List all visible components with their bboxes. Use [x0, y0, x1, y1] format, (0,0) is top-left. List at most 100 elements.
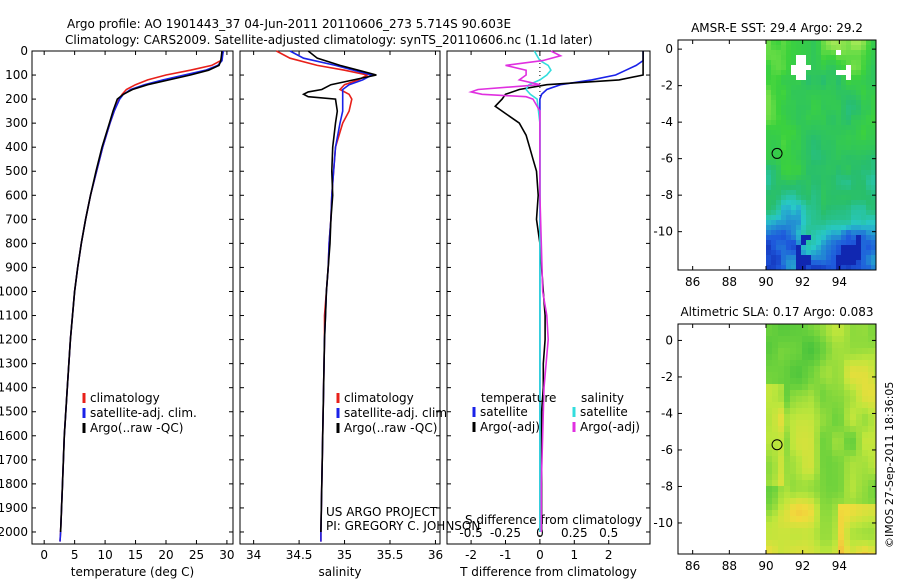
sla-map-cell — [820, 504, 827, 511]
sla-map-cell — [790, 414, 797, 421]
sst-map-cell — [871, 115, 877, 121]
sst-map-cell — [866, 235, 872, 241]
sla-map-cell — [832, 372, 839, 379]
sst-map-cell — [821, 195, 827, 201]
sst-map-cell — [816, 150, 822, 156]
sla-map-cell — [796, 480, 803, 487]
sst-map-cell — [776, 215, 782, 221]
sst-map-cell — [776, 170, 782, 176]
sst-map-cell — [861, 210, 867, 216]
sst-map-cell — [816, 60, 822, 66]
sst-map-cell — [771, 200, 777, 206]
sst-map-cell — [846, 95, 852, 101]
sla-map-cell — [844, 468, 851, 475]
sst-map-cell — [766, 250, 772, 256]
sla-map-cell — [790, 450, 797, 457]
sst-map-cell — [796, 95, 802, 101]
sst-map-cell — [811, 195, 817, 201]
sla-map-cell — [868, 342, 875, 349]
sst-map-cell — [821, 220, 827, 226]
sla-map-cell — [874, 522, 877, 529]
sst-map-cell — [836, 180, 842, 186]
sst-map-cell — [871, 75, 877, 81]
sla-map-cell — [778, 426, 785, 433]
sla-map-cell — [766, 372, 773, 379]
sla-map-cell — [820, 546, 827, 553]
sst-map-cell — [821, 185, 827, 191]
sla-map-cell — [850, 402, 857, 409]
sst-map-cell — [841, 175, 847, 181]
sla-map-cell — [814, 408, 821, 415]
sla-map-cell — [874, 420, 877, 427]
sst-map-cell — [836, 125, 842, 131]
sst-map-cell — [776, 190, 782, 196]
sst-map-cell — [781, 130, 787, 136]
sst-map-cell — [801, 155, 807, 161]
sla-map-cell — [820, 426, 827, 433]
sla-map-cell — [820, 342, 827, 349]
sst-map-cell — [806, 250, 812, 256]
sst-map-cell — [776, 65, 782, 71]
sla-map-cell — [874, 432, 877, 439]
sst-map-cell — [836, 95, 842, 101]
sla-map-cell — [766, 522, 773, 529]
sst-map-cell — [776, 210, 782, 216]
sla-map-cell — [790, 540, 797, 547]
sla-map-cell — [772, 414, 779, 421]
sla-map-cell — [826, 492, 833, 499]
sst-map-cell — [841, 220, 847, 226]
salinity-xtick-label: 35 — [337, 548, 352, 562]
sst-map-cell — [871, 70, 877, 76]
sst-map-cell — [861, 95, 867, 101]
sla-map-cell — [862, 408, 869, 415]
sla-map-cell — [826, 330, 833, 337]
sst-map-cell — [781, 140, 787, 146]
sla-map-cell — [772, 378, 779, 385]
sst-map-cell — [846, 150, 852, 156]
sst-map-cell — [776, 140, 782, 146]
sst-map-cell — [851, 55, 857, 61]
sst-map-cell — [851, 115, 857, 121]
sla-map-cell — [790, 354, 797, 361]
sst-map-cell — [821, 170, 827, 176]
temperature-plot-frame — [31, 50, 234, 545]
sla-map-cell — [838, 366, 845, 373]
sst-map-cell — [781, 135, 787, 141]
sla-map-cell — [838, 540, 845, 547]
sst-map-cell — [791, 65, 797, 71]
sst-map-cell — [791, 90, 797, 96]
sla-map-cell — [862, 366, 869, 373]
sla-map-cell — [784, 462, 791, 469]
sst-map-cell — [786, 200, 792, 206]
sst-map-cell — [801, 60, 807, 66]
sla-map-cell — [808, 540, 815, 547]
sla-map-cell — [844, 390, 851, 397]
sst-map-cell — [781, 75, 787, 81]
sla-map-cell — [784, 438, 791, 445]
difference-stick-label: 0.25 — [561, 526, 588, 540]
sla-map-cell — [790, 474, 797, 481]
sla-map-cell — [856, 426, 863, 433]
sla-map-cell — [874, 390, 877, 397]
sst-map-cell — [851, 190, 857, 196]
sla-map-cell — [766, 324, 773, 331]
sst-map-cell — [801, 165, 807, 171]
sla-map-cell — [838, 480, 845, 487]
sla-map-cell — [814, 474, 821, 481]
sla-map-cell — [802, 330, 809, 337]
sla-map-cell — [856, 438, 863, 445]
sla-map-cell — [796, 444, 803, 451]
sst-map-cell — [791, 200, 797, 206]
sla-map-cell — [856, 510, 863, 517]
sst-map-cell — [801, 210, 807, 216]
sla-map-cell — [856, 396, 863, 403]
sst-map-cell — [871, 245, 877, 251]
sla-map-cell — [814, 390, 821, 397]
sst-map-cell — [776, 75, 782, 81]
sst-map-cell — [776, 120, 782, 126]
sst-map-cell — [806, 100, 812, 106]
sla-map-cell — [832, 366, 839, 373]
sla-map-cell — [826, 546, 833, 553]
sla-map-cell — [820, 444, 827, 451]
sla-map-cell — [832, 480, 839, 487]
